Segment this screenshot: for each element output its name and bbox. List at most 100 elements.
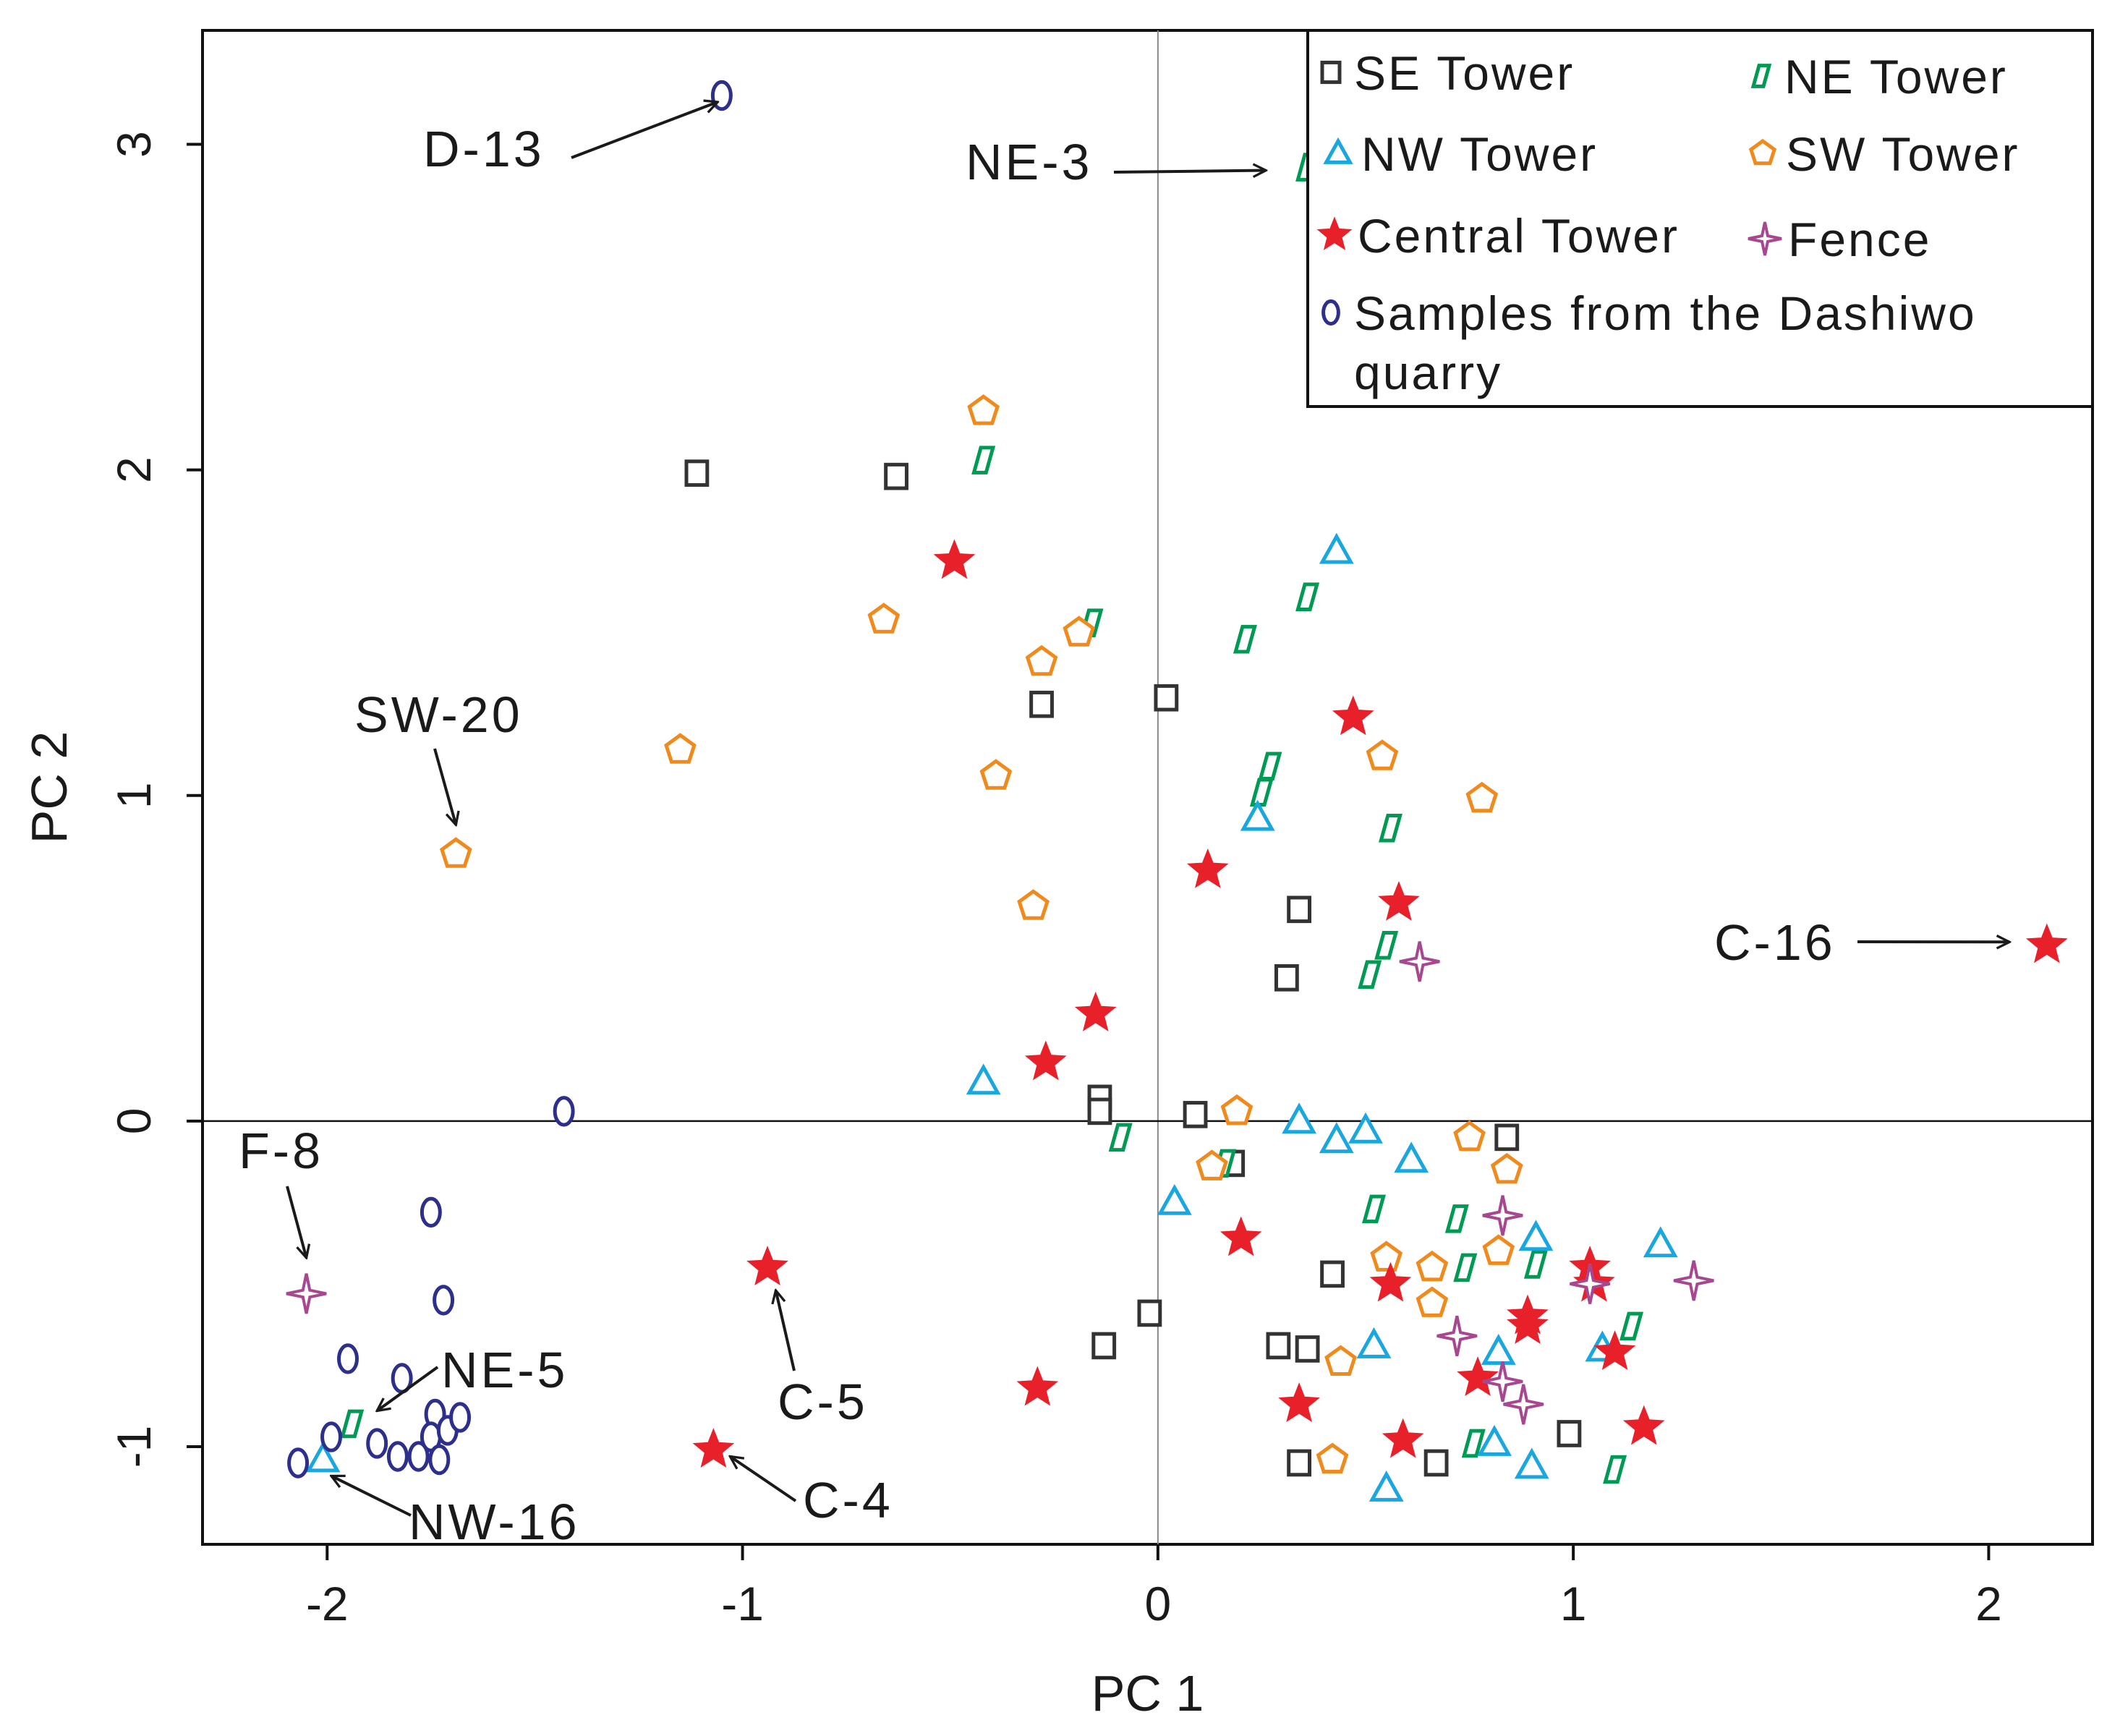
data-point	[1282, 1102, 1317, 1134]
data-point	[1287, 895, 1312, 924]
data-point	[1220, 1094, 1253, 1126]
data-point	[1673, 1260, 1714, 1301]
data-point	[1320, 1260, 1345, 1288]
annotation-label: D-13	[423, 121, 545, 177]
data-point	[1348, 1112, 1383, 1144]
data-point	[692, 1428, 735, 1468]
legend-box	[1306, 29, 2094, 408]
data-point	[420, 1196, 442, 1228]
data-point	[1622, 1405, 1665, 1445]
data-point	[1370, 1241, 1403, 1272]
data-point	[1423, 1449, 1449, 1477]
data-point	[1461, 1429, 1486, 1458]
legend-item-fence: Fence	[1748, 213, 1931, 266]
annotation-label: F-8	[239, 1123, 323, 1179]
data-point	[1416, 1286, 1449, 1317]
annotation-arrow	[433, 748, 456, 825]
data-point	[1074, 991, 1117, 1031]
legend-item-sw-tower: SW Tower	[1748, 127, 2020, 181]
legend-marker	[1316, 216, 1353, 250]
x-tick-label: 0	[1144, 1577, 1171, 1630]
legend-label-line: Samples from the Dashiwo	[1354, 286, 1977, 340]
data-points	[286, 80, 2068, 1502]
data-point	[1196, 1149, 1228, 1180]
annotation-arrow	[571, 102, 718, 159]
legend-label-line: quarry	[1354, 346, 1502, 399]
legend-label-line: SE Tower	[1354, 46, 1575, 100]
y-tick-label: 1	[107, 782, 161, 809]
data-point	[1108, 1123, 1133, 1152]
data-point	[1523, 1250, 1548, 1279]
annotation-arrow	[331, 1474, 412, 1517]
data-point	[1482, 1195, 1523, 1236]
legend-marker	[1320, 60, 1342, 85]
data-point	[1481, 1333, 1516, 1365]
legend-label: Samples from the Dashiwo quarry	[1354, 286, 1977, 399]
data-point	[1017, 889, 1050, 920]
data-point	[366, 1428, 388, 1459]
data-point	[1453, 1120, 1486, 1152]
annotation-label: C-16	[1714, 914, 1836, 971]
data-point	[320, 1421, 343, 1452]
data-point	[979, 759, 1013, 790]
data-point	[1316, 1442, 1349, 1473]
legend-label: NW Tower	[1361, 127, 1598, 181]
data-point	[449, 1402, 472, 1433]
data-point	[1240, 799, 1275, 831]
data-point	[1361, 1194, 1386, 1224]
data-point	[1186, 848, 1229, 888]
annotation-label: C-4	[803, 1472, 893, 1528]
data-point	[1219, 1216, 1262, 1256]
legend-item-samples-from-the-dashiwo-quarry: Samples from the Dashiwo quarry	[1321, 286, 1977, 399]
data-point	[340, 1409, 365, 1439]
data-point	[971, 446, 996, 475]
data-point	[1154, 684, 1179, 712]
legend-label-line: Fence	[1788, 213, 1931, 266]
legend-label: SW Tower	[1786, 127, 2020, 181]
series-fence	[286, 941, 1714, 1425]
legend-label: SE Tower	[1354, 46, 1575, 100]
data-point	[1024, 1040, 1067, 1081]
annotation-arrow	[286, 1186, 307, 1258]
annotation-arrow	[377, 1366, 439, 1410]
data-point	[1514, 1447, 1549, 1479]
data-point	[1503, 1384, 1544, 1425]
data-point	[1274, 963, 1299, 992]
legend-label: Central Tower	[1358, 209, 1680, 263]
data-point	[1233, 624, 1257, 654]
data-point	[1266, 1332, 1291, 1360]
data-point	[1619, 1311, 1644, 1341]
legend-label: NE Tower	[1784, 50, 2008, 103]
annotation-label: C-5	[778, 1374, 868, 1430]
data-point	[1482, 1361, 1523, 1402]
annotation-arrow	[730, 1456, 797, 1502]
series-central-tower	[692, 539, 2068, 1468]
data-point	[746, 1246, 788, 1285]
y-tick-label: 3	[107, 131, 161, 158]
legend-label-line: SW Tower	[1786, 127, 2020, 181]
data-point	[1157, 1183, 1192, 1215]
data-point	[1394, 1141, 1429, 1173]
data-point	[1016, 1366, 1059, 1406]
data-point	[1029, 690, 1054, 718]
legend-marker	[1748, 221, 1782, 256]
annotation-arrow	[1113, 171, 1266, 172]
data-point	[1295, 1335, 1320, 1363]
series-se-tower	[684, 459, 1582, 1477]
data-point	[1399, 941, 1440, 982]
data-point	[439, 837, 472, 868]
data-point	[2025, 923, 2068, 963]
legend-label-line: NE Tower	[1784, 50, 2008, 103]
legend-marker	[1323, 137, 1353, 164]
data-point	[1356, 1327, 1392, 1358]
data-point	[684, 459, 710, 487]
legend-item-central-tower: Central Tower	[1316, 209, 1680, 263]
y-tick-label: 0	[107, 1108, 161, 1135]
data-point	[1643, 1226, 1678, 1258]
series-sw-tower	[439, 394, 1523, 1473]
x-tick-label: -2	[306, 1577, 349, 1630]
data-point	[1603, 1455, 1627, 1484]
data-point	[1453, 1253, 1478, 1282]
data-point	[386, 1441, 409, 1472]
data-point	[1518, 1220, 1554, 1251]
